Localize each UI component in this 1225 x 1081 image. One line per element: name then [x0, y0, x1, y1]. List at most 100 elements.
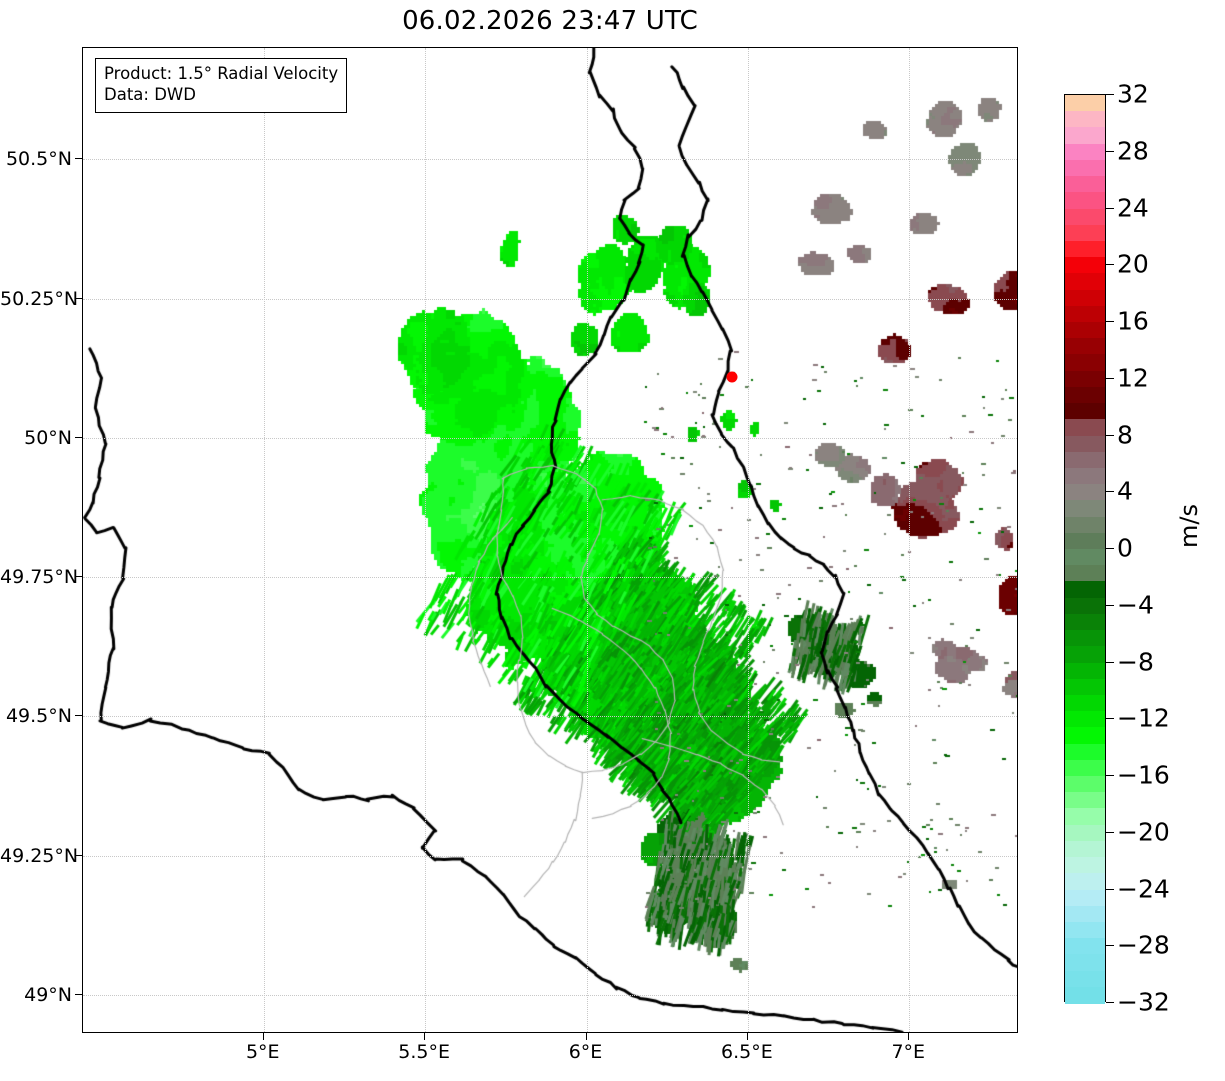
- gridline-lat-2: [83, 437, 1017, 439]
- colorbar-band-6: [1065, 192, 1105, 210]
- colorbar-tick-mark-8: [1106, 548, 1114, 549]
- xtick-text: 6°E: [568, 1041, 603, 1063]
- radar-site-marker[interactable]: [726, 371, 738, 383]
- colorbar-band-25: [1065, 500, 1105, 518]
- colorbar-band-51: [1065, 921, 1105, 939]
- ytick-label-1: 50.25°N: [0, 288, 78, 320]
- colorbar-tick-mark-2: [1106, 207, 1114, 209]
- colorbar-tick-mark-16: [1106, 1002, 1114, 1003]
- colorbar-tick-mark-12: [1106, 775, 1114, 776]
- colorbar-band-38: [1065, 711, 1105, 729]
- gridline-lat-6: [83, 995, 1017, 996]
- colorbar-band-24: [1065, 484, 1105, 502]
- colorbar-band-15: [1065, 338, 1105, 356]
- gridline-lon-4: [909, 48, 911, 1032]
- colorbar-band-19: [1065, 403, 1105, 420]
- colorbar-unit-label: m/s: [1175, 504, 1203, 548]
- colorbar-tick-label-15: −28: [1117, 930, 1170, 960]
- colorbar-band-26: [1065, 516, 1105, 534]
- colorbar-band-11: [1065, 273, 1105, 291]
- colorbar-band-14: [1065, 322, 1105, 339]
- xtick-mark-1: [424, 1033, 426, 1040]
- colorbar-tick-label-1: 28: [1117, 136, 1149, 166]
- colorbar-band-32: [1065, 613, 1105, 631]
- colorbar-band-2: [1065, 127, 1105, 145]
- colorbar-band-12: [1065, 289, 1105, 307]
- colorbar-band-45: [1065, 824, 1105, 842]
- data-source-line: Data: DWD: [104, 84, 196, 104]
- colorbar-band-27: [1065, 532, 1105, 550]
- colorbar-tick-mark-6: [1106, 434, 1114, 436]
- colorbar-band-16: [1065, 354, 1105, 372]
- colorbar-band-33: [1065, 630, 1105, 647]
- colorbar-tick-label-4: 16: [1117, 306, 1149, 336]
- xtick-label-3: 6.5°E: [721, 1041, 773, 1063]
- colorbar-band-18: [1065, 386, 1105, 404]
- colorbar-band-0: [1065, 95, 1105, 112]
- xtick-mark-3: [746, 1033, 748, 1040]
- colorbar-tick-mark-15: [1106, 945, 1114, 947]
- ytick-label-5: 49.25°N: [0, 845, 78, 877]
- colorbar-tick-label-10: −8: [1117, 647, 1154, 676]
- colorbar-tick-label-12: −16: [1117, 760, 1170, 790]
- ytick-mark-4: [75, 715, 82, 717]
- colorbar-tick-label-0: 32: [1117, 79, 1149, 109]
- colorbar-tick-mark-14: [1106, 888, 1114, 890]
- colorbar[interactable]: [1064, 94, 1106, 1004]
- colorbar-tick-label-8: 0: [1117, 533, 1133, 563]
- colorbar-band-31: [1065, 597, 1105, 615]
- colorbar-band-37: [1065, 694, 1105, 712]
- gridline-lat-5: [83, 855, 1017, 857]
- colorbar-band-48: [1065, 873, 1105, 891]
- colorbar-band-10: [1065, 257, 1105, 275]
- colorbar-band-44: [1065, 808, 1105, 826]
- colorbar-band-21: [1065, 435, 1105, 453]
- gridline-lat-4: [83, 716, 1017, 718]
- map-borders-layer: [83, 48, 1017, 1032]
- ytick-text: 49.25°N: [0, 844, 79, 867]
- colorbar-tick-mark-4: [1106, 321, 1114, 322]
- colorbar-band-34: [1065, 646, 1105, 664]
- gridline-lon-2: [586, 48, 588, 1032]
- colorbar-tick-mark-1: [1106, 150, 1114, 152]
- colorbar-tick-label-6: 8: [1117, 420, 1133, 449]
- ytick-label-3: 49.75°N: [0, 566, 78, 598]
- ytick-mark-5: [75, 854, 82, 856]
- ytick-mark-6: [75, 994, 82, 995]
- colorbar-tick-mark-9: [1106, 604, 1114, 606]
- radar-map-axes[interactable]: [82, 47, 1018, 1033]
- page-title: 06.02.2026 23:47 UTC: [402, 6, 698, 36]
- colorbar-band-54: [1065, 970, 1105, 988]
- ytick-mark-1: [75, 297, 82, 299]
- colorbar-band-42: [1065, 776, 1105, 793]
- colorbar-band-3: [1065, 143, 1105, 161]
- colorbar-band-52: [1065, 938, 1105, 956]
- gridline-lon-1: [425, 48, 427, 1032]
- product-line: Product: 1.5° Radial Velocity: [104, 64, 339, 83]
- colorbar-tick-mark-13: [1106, 831, 1114, 833]
- colorbar-band-23: [1065, 467, 1105, 485]
- colorbar-tick-mark-0: [1106, 94, 1114, 95]
- xtick-text: 6.5°E: [721, 1041, 773, 1063]
- colorbar-band-55: [1065, 986, 1105, 1004]
- colorbar-band-28: [1065, 549, 1105, 566]
- ytick-text: 49.75°N: [0, 566, 79, 589]
- colorbar-band-35: [1065, 662, 1105, 680]
- colorbar-tick-label-2: 24: [1117, 193, 1149, 222]
- gridline-lat-0: [83, 159, 1017, 161]
- ytick-mark-2: [75, 436, 82, 438]
- xtick-mark-4: [908, 1033, 910, 1040]
- colorbar-band-22: [1065, 451, 1105, 469]
- colorbar-tick-label-11: −12: [1117, 703, 1170, 733]
- colorbar-tick-mark-11: [1106, 718, 1114, 720]
- ytick-text: 50.5°N: [5, 148, 72, 171]
- ytick-label-6: 49°N: [0, 984, 72, 1016]
- colorbar-band-50: [1065, 905, 1105, 923]
- colorbar-band-41: [1065, 759, 1105, 777]
- colorbar-band-43: [1065, 792, 1105, 810]
- colorbar-tick-label-16: −32: [1117, 987, 1170, 1017]
- colorbar-band-46: [1065, 840, 1105, 858]
- colorbar-band-47: [1065, 857, 1105, 874]
- xtick-label-2: 6°E: [569, 1041, 603, 1063]
- gridline-lat-1: [83, 298, 1017, 300]
